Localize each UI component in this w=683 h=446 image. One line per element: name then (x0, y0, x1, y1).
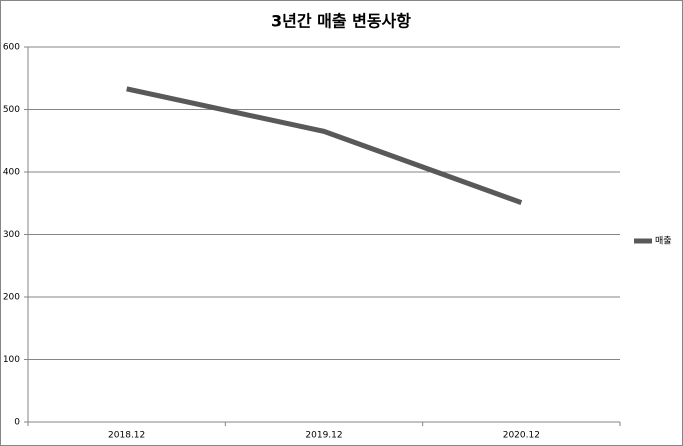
y-tick-label: 200 (3, 293, 20, 303)
y-tick-label: 0 (14, 418, 20, 428)
y-tick-label: 400 (3, 168, 20, 178)
y-tick-label: 500 (3, 105, 20, 115)
legend-label: 매출 (655, 236, 672, 247)
chart-title: 3년간 매출 변동사항 (271, 12, 411, 31)
line (126, 86, 523, 205)
y-tick-label: 300 (3, 230, 20, 240)
x-tick-label: 2019.12 (305, 431, 342, 441)
x-tick-label: 2020.12 (503, 431, 540, 441)
y-tick-label: 100 (3, 355, 20, 365)
x-tick-label: 2018.12 (108, 431, 145, 441)
y-tick-label: 600 (3, 43, 20, 53)
